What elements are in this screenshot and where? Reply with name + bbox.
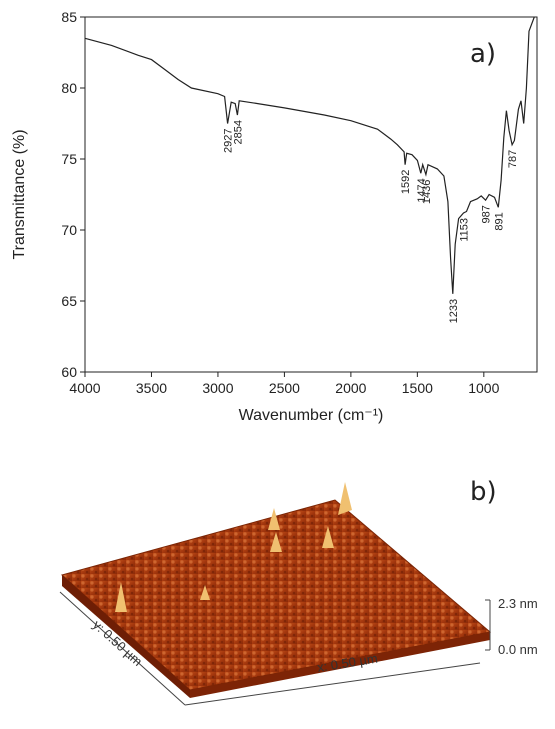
peak-label: 2854 — [232, 120, 244, 144]
afm-axis — [184, 662, 481, 706]
y-tick-label: 80 — [61, 80, 77, 96]
x-tick-label: 1500 — [402, 380, 433, 396]
x-tick-label: 2500 — [269, 380, 300, 396]
x-tick-label: 2000 — [335, 380, 366, 396]
peak-label: 1592 — [400, 170, 412, 194]
afm-z-min: 0.0 nm — [498, 642, 538, 657]
afm-edge — [190, 632, 490, 698]
peak-label: 1474 — [416, 178, 428, 202]
peak-label: 1153 — [458, 218, 470, 242]
peak-label: 2927 — [223, 129, 235, 153]
afm-axis — [59, 591, 186, 706]
y-axis-title: Transmittance (%) — [11, 129, 28, 259]
peak-label: 1436 — [421, 180, 433, 204]
afm-image: 2.3 nm 0.0 nm y: 0.50 µm x: 0.50 µm b) — [59, 477, 538, 706]
panel-label: b) — [470, 477, 497, 507]
peak-label: 987 — [481, 205, 493, 223]
afm-z-max: 2.3 nm — [498, 596, 538, 611]
y-tick-label: 60 — [61, 364, 77, 380]
peak-label: 787 — [507, 150, 519, 168]
plot-frame — [84, 16, 538, 373]
peak-label: 891 — [493, 212, 505, 230]
y-tick-label: 65 — [61, 293, 77, 309]
x-tick-label: 1000 — [468, 380, 499, 396]
y-tick-label: 85 — [61, 9, 77, 25]
x-axis-title: Wavenumber (cm⁻¹) — [239, 407, 384, 424]
y-tick-label: 75 — [61, 151, 77, 167]
line — [84, 16, 535, 294]
y-tick-label: 70 — [61, 222, 77, 238]
x-tick-label: 3000 — [202, 380, 233, 396]
x-tick-label: 4000 — [69, 380, 100, 396]
panel-label: a) — [470, 39, 496, 69]
peak-label: 1233 — [448, 299, 460, 323]
x-tick-label: 3500 — [136, 380, 167, 396]
afm-edge — [62, 575, 190, 698]
